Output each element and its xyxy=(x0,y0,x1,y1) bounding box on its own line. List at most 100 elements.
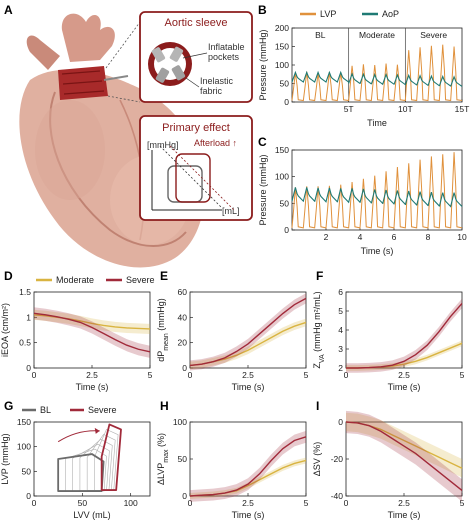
legend-label: AoP xyxy=(382,9,399,19)
y-tick-label: 3 xyxy=(338,344,343,354)
y-tick-label: 150 xyxy=(275,42,289,52)
series-line-severe xyxy=(33,312,151,353)
y-tick-label: 0 xyxy=(182,363,187,373)
legend-label: Moderate xyxy=(56,275,94,285)
region-label: Severe xyxy=(420,30,447,40)
y-tick-label: 0 xyxy=(26,363,31,373)
y-tick-label: 50 xyxy=(22,466,32,476)
panel-label-h: H xyxy=(160,399,169,413)
y-tick-label: 2 xyxy=(338,363,343,373)
primary-effect-box: Primary effect [mmHg] [mL] Afterload ↑ xyxy=(139,115,253,221)
y-tick-label: 1 xyxy=(26,312,31,322)
legend-label: LVP xyxy=(320,9,336,19)
progression-arrow xyxy=(57,430,100,443)
y-tick-label: 50 xyxy=(280,79,290,89)
y-tick-label: 20 xyxy=(178,338,188,348)
chart-b: 0 50 100 150 200 Pressure (mmHg) Time BL Moderat… xyxy=(258,23,469,128)
chart-i: -40 -20 0 ΔSV (%) Time (s) 0 2.5 5 xyxy=(312,410,465,520)
x-tick-label: 2 xyxy=(324,232,329,242)
transition-loop xyxy=(79,438,113,491)
y-axis-label: ZVA (mmHg m²/mL) xyxy=(312,291,326,368)
y-tick-label: 0 xyxy=(182,491,187,501)
legend-g: BL Severe xyxy=(22,405,117,415)
y-axis-label: ΔSV (%) xyxy=(312,442,322,477)
x-axis-label: Time (s) xyxy=(388,510,421,520)
legend-b: LVP AoP xyxy=(300,9,399,19)
y-tick-label: 6 xyxy=(338,287,343,297)
chart-e: 0 20 40 60 dPmean (mmHg) Time (s) 0 2.5 5 xyxy=(156,287,309,392)
region-label: BL xyxy=(315,30,326,40)
confidence-band-severe xyxy=(346,298,462,373)
aortic-sleeve-title: Aortic sleeve xyxy=(165,17,228,29)
effect-y-unit: [mmHg] xyxy=(147,140,179,150)
y-tick-label: 0 xyxy=(284,97,289,107)
y-axis-label: dPmean (mmHg) xyxy=(156,298,170,362)
y-tick-label: 150 xyxy=(275,145,289,155)
y-tick-label: 100 xyxy=(17,442,31,452)
chart-d: 0 0.5 1 1.5 iEOA (cm/m²) Time (s) 0 2.5 5 xyxy=(0,287,153,392)
confidence-band-severe xyxy=(190,430,306,502)
y-axis-label: ΔLVPmax (%) xyxy=(156,433,170,485)
x-axis-label: Time (s) xyxy=(361,246,394,256)
series-line-aop xyxy=(291,187,463,208)
y-tick-label: 4 xyxy=(338,325,343,335)
confidence-band-severe xyxy=(346,410,462,502)
pv-loop-severe xyxy=(100,423,122,491)
y-tick-label: -40 xyxy=(331,491,344,501)
x-axis-label: Time xyxy=(367,118,387,128)
panel-label-g: G xyxy=(4,399,13,413)
plot-frame xyxy=(291,149,463,231)
y-tick-label: 0 xyxy=(284,225,289,235)
leader-line-bottom xyxy=(107,95,141,103)
legend-d: Moderate Severe xyxy=(36,275,155,285)
chart-g: 0 50 100 150 LVP (mmHg) LVV (mL) 0 50 100 xyxy=(0,417,151,520)
x-tick-label: 5 xyxy=(460,370,465,380)
pv-loop-bl xyxy=(57,453,105,492)
y-axis-label: iEOA (cm/m²) xyxy=(0,303,10,357)
inflatable-pockets-label: Inflatable pockets xyxy=(208,42,245,62)
y-tick-label: 0.5 xyxy=(19,338,31,348)
y-tick-label: 100 xyxy=(275,60,289,70)
y-axis-label: Pressure (mmHg) xyxy=(258,154,268,225)
y-tick-label: 100 xyxy=(173,417,187,427)
panel-label-c: C xyxy=(258,135,267,149)
chart-c: 0 50 100 150 Pressure (mmHg) Time (s) 2 4 6 8 10 xyxy=(258,145,467,256)
panel-label-d: D xyxy=(4,269,13,283)
leader-line-top xyxy=(105,21,141,69)
x-tick-label: 2.5 xyxy=(242,370,254,380)
y-tick-label: 1.5 xyxy=(19,287,31,297)
series-line-lvp xyxy=(291,44,463,102)
series-line-severe xyxy=(345,421,463,491)
effect-x-unit: [mL] xyxy=(222,206,240,216)
chart-f: 2 3 4 5 6 ZVA (mmHg m²/mL) Time (s) 0 2.5 5 xyxy=(312,287,465,392)
y-tick-label: 5 xyxy=(338,306,343,316)
panel-label-e: E xyxy=(160,269,168,283)
y-tick-label: 150 xyxy=(17,417,31,427)
y-tick-label: 100 xyxy=(275,172,289,182)
aortic-sleeve-device xyxy=(58,66,129,100)
aortic-sleeve-box: Aortic sleeve Inflatable pockets Inelasti… xyxy=(139,11,253,103)
series-line-severe xyxy=(189,297,307,367)
x-axis-label: LVV (mL) xyxy=(73,510,110,520)
confidence-band-moderate xyxy=(190,318,306,370)
x-tick-label: 0 xyxy=(344,498,349,508)
x-tick-label: 0 xyxy=(32,498,37,508)
panel-label-a: A xyxy=(4,3,13,17)
confidence-band-severe xyxy=(190,293,306,371)
series-line-severe xyxy=(346,302,463,369)
x-tick-label: 100 xyxy=(124,498,138,508)
inelastic-fabric-label: Inelastic fabric xyxy=(200,76,234,96)
x-axis-label: Time (s) xyxy=(232,382,265,392)
legend-label: BL xyxy=(40,405,51,415)
series-line-lvp xyxy=(291,152,463,229)
y-tick-label: 50 xyxy=(178,454,188,464)
x-axis-label: Time (s) xyxy=(76,382,109,392)
plot-frame xyxy=(33,421,151,497)
y-tick-label: -20 xyxy=(331,454,344,464)
afterload-label: Afterload ↑ xyxy=(194,138,237,148)
y-tick-label: 40 xyxy=(178,312,188,322)
x-tick-label: 10T xyxy=(398,104,413,114)
x-tick-label: 0 xyxy=(32,370,37,380)
afterload-pv-loop xyxy=(175,153,211,203)
